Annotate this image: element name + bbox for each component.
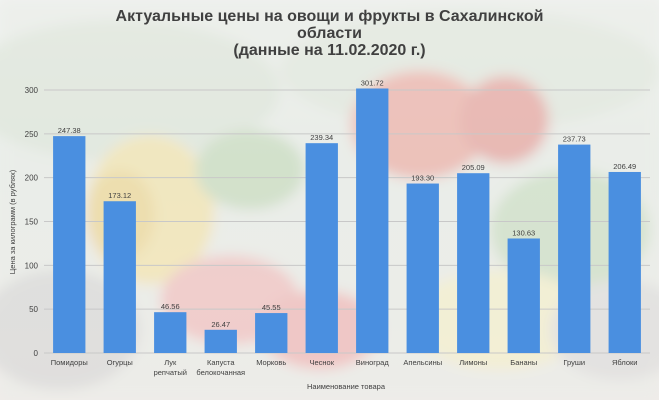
data-label: 26.47	[211, 320, 230, 329]
data-label: 46.56	[161, 302, 180, 311]
x-axis-label: Наименование товара	[307, 382, 386, 391]
gridlines	[44, 89, 650, 354]
y-tick-label: 0	[34, 349, 39, 358]
category-label: Яблоки	[612, 358, 637, 367]
chart-title-line: (данные на 11.02.2020 г.)	[233, 42, 426, 59]
bar	[204, 329, 237, 353]
data-label: 205.09	[462, 163, 485, 172]
bar	[103, 201, 136, 353]
category-label: белокочанная	[196, 368, 245, 377]
category-label: Огурцы	[107, 358, 133, 367]
data-label: 237.73	[563, 135, 586, 144]
data-label: 173.12	[108, 191, 131, 200]
chart-title-line: области	[297, 25, 362, 42]
data-label: 193.30	[411, 174, 434, 183]
category-label: Капуста	[207, 358, 235, 367]
bar	[608, 171, 641, 353]
y-axis-label: Цена за килограмм (в рублях)	[8, 169, 17, 274]
y-tick-label: 50	[29, 305, 38, 314]
bar	[406, 183, 439, 353]
y-tick-label: 300	[25, 86, 39, 95]
category-label: Морковь	[256, 358, 286, 367]
chart-title-line: Актуальные цены на овощи и фрукты в Саха…	[115, 8, 544, 25]
data-label: 247.38	[58, 126, 81, 135]
bars	[53, 88, 641, 354]
y-axis-ticks: 0 50 100 150 200 250 300	[25, 86, 39, 358]
bar	[154, 312, 187, 353]
category-label: Бананы	[510, 358, 537, 367]
chart-title: Актуальные цены на овощи и фрукты в Саха…	[0, 8, 659, 59]
category-label: Виноград	[356, 358, 390, 367]
y-tick-label: 250	[25, 130, 39, 139]
bar	[558, 144, 591, 353]
category-label: Помидоры	[51, 358, 88, 367]
y-tick-label: 200	[25, 174, 39, 183]
data-label: 206.49	[613, 162, 636, 171]
category-label: Чеснок	[309, 358, 334, 367]
y-tick-label: 100	[25, 261, 39, 270]
category-label: Лук	[164, 358, 177, 367]
category-label: Апельсины	[403, 358, 442, 367]
bar	[457, 173, 490, 353]
y-tick-label: 150	[25, 218, 39, 227]
bar	[53, 136, 86, 353]
bar	[356, 88, 389, 354]
bar	[305, 143, 338, 353]
category-label: Лимоны	[459, 358, 487, 367]
data-label: 301.72	[361, 78, 384, 87]
bar	[507, 238, 540, 353]
category-label: репчатый	[154, 368, 187, 377]
category-label: Груши	[563, 358, 585, 367]
data-label: 45.55	[262, 303, 281, 312]
data-label: 130.63	[512, 228, 535, 237]
data-label: 239.34	[310, 133, 333, 142]
bar	[255, 313, 288, 353]
data-labels: 247.38 173.12 46.56 26.47 45.55 239.34 301.72 1…	[58, 78, 636, 328]
